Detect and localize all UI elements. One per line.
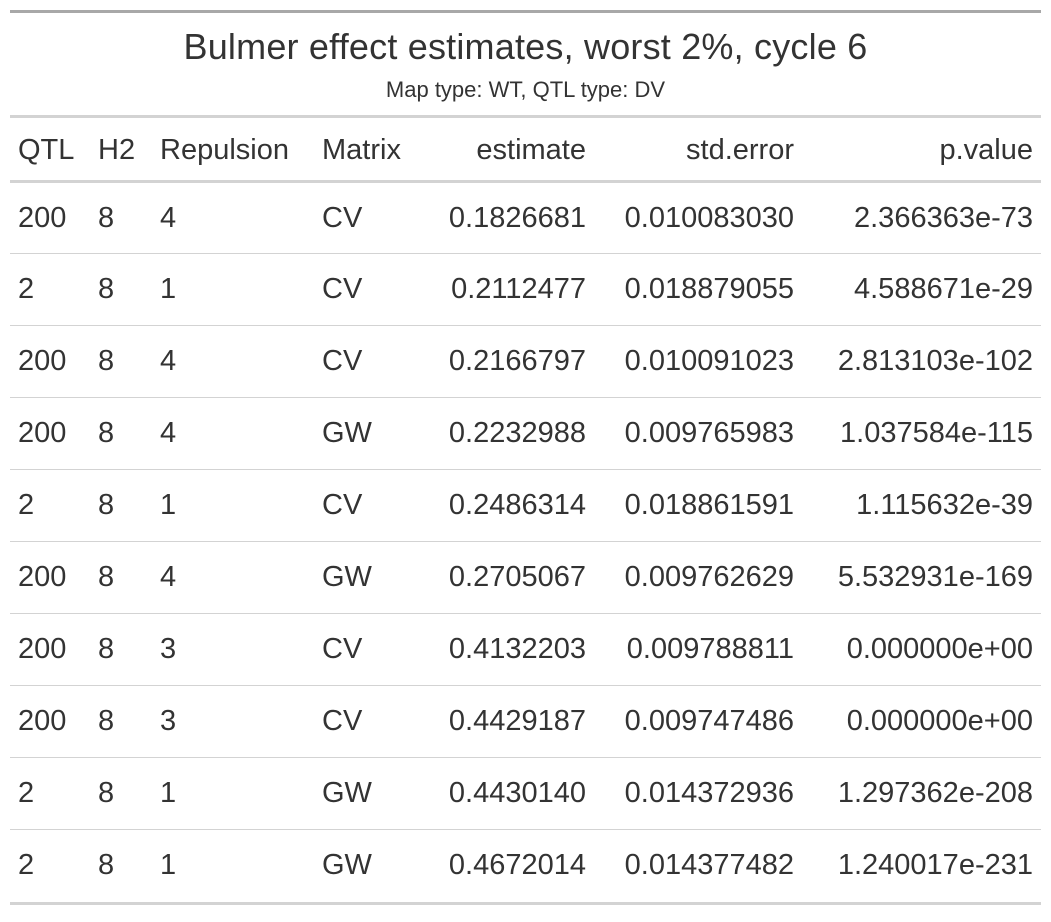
table-title: Bulmer effect estimates, worst 2%, cycle… bbox=[183, 26, 868, 67]
cell-repulsion: 1 bbox=[160, 849, 177, 882]
table-row: 2 8 1 CV 0.2112477 0.018879055 4.588671e… bbox=[10, 254, 1041, 326]
cell-p-value: 0.000000e+00 bbox=[846, 705, 1033, 737]
cell-p-value: 1.240017e-231 bbox=[837, 849, 1033, 882]
cell-h2: 8 bbox=[98, 777, 115, 809]
results-table: QTL H2 Repulsion Matrix estimate std.err… bbox=[10, 118, 1041, 902]
cell-repulsion: 1 bbox=[160, 777, 177, 809]
cell-repulsion: 4 bbox=[160, 345, 177, 377]
column-header-repulsion: Repulsion bbox=[160, 133, 289, 166]
table-subtitle: Map type: WT, QTL type: DV bbox=[385, 77, 666, 102]
cell-repulsion: 3 bbox=[160, 705, 177, 737]
cell-matrix: GW bbox=[322, 417, 372, 449]
cell-qtl: 2 bbox=[18, 489, 35, 521]
cell-std-error: 0.009788811 bbox=[626, 633, 794, 665]
cell-qtl: 200 bbox=[18, 705, 67, 737]
cell-std-error: 0.018879055 bbox=[624, 273, 794, 305]
table-row: 200 8 3 CV 0.4429187 0.009747486 0.00000… bbox=[10, 686, 1041, 758]
cell-std-error: 0.009762629 bbox=[624, 561, 794, 593]
cell-h2: 8 bbox=[98, 633, 115, 665]
column-header-qtl: QTL bbox=[18, 133, 75, 166]
cell-p-value: 5.532931e-169 bbox=[837, 561, 1033, 593]
cell-p-value: 2.366363e-73 bbox=[854, 201, 1033, 234]
column-header-h2: H2 bbox=[98, 133, 136, 166]
cell-std-error: 0.010091023 bbox=[624, 345, 794, 377]
results-table-container: Bulmer effect estimates, worst 2%, cycle… bbox=[10, 10, 1041, 905]
cell-std-error: 0.018861591 bbox=[624, 489, 794, 521]
cell-matrix: GW bbox=[322, 777, 372, 809]
cell-p-value: 2.813103e-102 bbox=[837, 345, 1033, 377]
cell-p-value: 1.115632e-39 bbox=[856, 489, 1033, 521]
cell-estimate: 0.2486314 bbox=[448, 489, 586, 521]
cell-repulsion: 1 bbox=[160, 489, 177, 521]
heading-rule bbox=[10, 115, 1041, 118]
table-row: 2 8 1 GW 0.4430140 0.014372936 1.297362e… bbox=[10, 758, 1041, 830]
cell-h2: 8 bbox=[98, 849, 115, 882]
table-row: 200 8 4 CV 0.1826681 0.010083030 2.36636… bbox=[10, 182, 1041, 254]
cell-estimate: 0.2705067 bbox=[448, 561, 586, 593]
cell-estimate: 0.2166797 bbox=[448, 345, 586, 377]
table-body: 200 8 4 CV 0.1826681 0.010083030 2.36636… bbox=[10, 182, 1041, 902]
cell-matrix: GW bbox=[322, 849, 372, 882]
table-row: 200 8 3 CV 0.4132203 0.009788811 0.00000… bbox=[10, 614, 1041, 686]
column-header-matrix: Matrix bbox=[322, 133, 401, 166]
cell-matrix: CV bbox=[322, 273, 363, 305]
cell-h2: 8 bbox=[98, 561, 115, 593]
cell-p-value: 1.297362e-208 bbox=[837, 777, 1033, 809]
cell-matrix: CV bbox=[322, 345, 363, 377]
table-row: 200 8 4 GW 0.2705067 0.009762629 5.53293… bbox=[10, 542, 1041, 614]
table-row: 2 8 1 GW 0.4672014 0.014377482 1.240017e… bbox=[10, 830, 1041, 902]
table-row: 2 8 1 CV 0.2486314 0.018861591 1.115632e… bbox=[10, 470, 1041, 542]
cell-p-value: 1.037584e-115 bbox=[840, 417, 1033, 449]
cell-matrix: CV bbox=[322, 633, 363, 665]
table-row: 200 8 4 CV 0.2166797 0.010091023 2.81310… bbox=[10, 326, 1041, 398]
cell-repulsion: 4 bbox=[160, 417, 177, 449]
cell-qtl: 200 bbox=[18, 633, 67, 665]
cell-estimate: 0.4132203 bbox=[448, 633, 586, 665]
cell-h2: 8 bbox=[98, 417, 115, 449]
cell-estimate: 0.2112477 bbox=[451, 273, 586, 305]
column-header-std-error: std.error bbox=[686, 133, 794, 166]
cell-qtl: 2 bbox=[18, 273, 35, 305]
cell-matrix: CV bbox=[322, 489, 363, 521]
cell-h2: 8 bbox=[98, 201, 115, 234]
cell-estimate: 0.4430140 bbox=[448, 777, 586, 809]
header-row: QTL H2 Repulsion Matrix estimate std.err… bbox=[10, 118, 1041, 182]
cell-estimate: 0.2232988 bbox=[448, 417, 586, 449]
cell-estimate: 0.4672014 bbox=[448, 849, 586, 882]
cell-qtl: 200 bbox=[18, 345, 67, 377]
cell-repulsion: 3 bbox=[160, 633, 177, 665]
column-header-p-value: p.value bbox=[939, 133, 1033, 166]
cell-matrix: CV bbox=[322, 705, 363, 737]
cell-std-error: 0.009765983 bbox=[624, 417, 794, 449]
cell-p-value: 4.588671e-29 bbox=[854, 273, 1033, 305]
cell-estimate: 0.4429187 bbox=[448, 705, 586, 737]
table-top-rule bbox=[10, 10, 1041, 13]
cell-repulsion: 4 bbox=[160, 561, 177, 593]
cell-matrix: GW bbox=[322, 561, 372, 593]
cell-repulsion: 1 bbox=[160, 273, 177, 305]
cell-h2: 8 bbox=[98, 705, 115, 737]
cell-p-value: 0.000000e+00 bbox=[846, 633, 1033, 665]
cell-h2: 8 bbox=[98, 489, 115, 521]
cell-std-error: 0.014372936 bbox=[624, 777, 794, 809]
table-heading: Bulmer effect estimates, worst 2%, cycle… bbox=[10, 13, 1041, 103]
cell-estimate: 0.1826681 bbox=[448, 201, 586, 234]
cell-qtl: 200 bbox=[18, 201, 67, 234]
cell-qtl: 200 bbox=[18, 561, 67, 593]
cell-std-error: 0.014377482 bbox=[624, 849, 794, 882]
cell-h2: 8 bbox=[98, 273, 115, 305]
column-header-estimate: estimate bbox=[476, 133, 586, 166]
table-row: 200 8 4 GW 0.2232988 0.009765983 1.03758… bbox=[10, 398, 1041, 470]
cell-std-error: 0.010083030 bbox=[624, 201, 794, 234]
cell-repulsion: 4 bbox=[160, 201, 177, 234]
cell-qtl: 2 bbox=[18, 777, 35, 809]
table-bottom-rule bbox=[10, 901, 1041, 905]
cell-qtl: 200 bbox=[18, 417, 67, 449]
cell-matrix: CV bbox=[322, 201, 363, 234]
cell-qtl: 2 bbox=[18, 849, 35, 882]
cell-std-error: 0.009747486 bbox=[624, 705, 794, 737]
cell-h2: 8 bbox=[98, 345, 115, 377]
